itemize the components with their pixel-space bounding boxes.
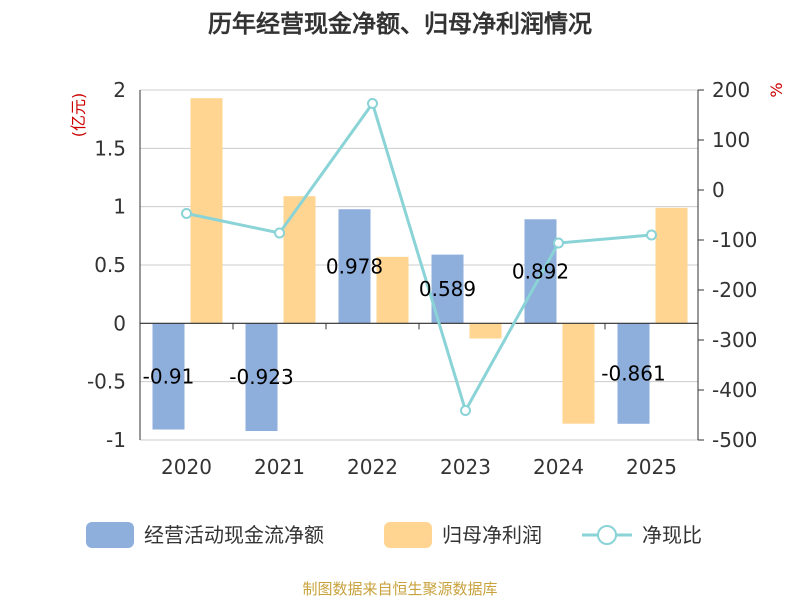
net-profit-bar [562,323,595,424]
grid-lines [140,89,698,441]
ratio-point [460,405,471,416]
ratio-point [274,227,285,239]
left-tick-label: 1 [113,195,126,219]
source-note: 制图数据来自恒生聚源数据库 [302,580,497,598]
axes-group: 2 1.5 1 0.5 0 -0.5 -1 200 100 0 -100 -200 -300 -400 -5… [87,78,757,479]
cash-flow-data-label: -0.861 [601,362,665,386]
right-tick-label: 100 [712,128,750,152]
left-tick-label: 1.5 [94,136,126,160]
category-label: 2024 [533,455,584,479]
net-profit-bar [376,256,409,324]
ratio-point [181,208,192,219]
right-tick-label: -300 [712,328,757,352]
right-tick-label: 200 [712,78,750,102]
right-tick-label: -200 [712,278,757,302]
cash-flow-data-label: 0.978 [326,254,383,278]
legend-swatch-net-profit [384,522,432,548]
ratio-line-group [181,98,657,416]
net-profit-bar [655,207,688,324]
cash-flow-bar [152,323,185,430]
category-label: 2020 [161,455,212,479]
cash-flow-data-label: -0.91 [143,364,195,388]
ratio-point [646,229,657,241]
right-axis-unit: % [767,82,786,97]
data-labels-group: -0.91 -0.923 0.978 0.589 0.892 -0.861 [143,254,666,389]
bars-group [152,98,688,432]
cash-flow-bar [617,323,650,424]
cash-flow-bar [245,323,278,432]
ratio-line [186,100,652,415]
legend-swatch-cash-flow [86,522,134,548]
category-label: 2021 [254,455,305,479]
legend-label-cash-flow: 经营活动现金流净额 [144,523,324,547]
net-profit-bar [469,323,502,339]
cash-flow-bar [524,219,557,324]
right-tick-label: -500 [712,428,757,452]
legend: 经营活动现金流净额 归母净利润 净现比 [86,522,702,548]
left-tick-label: 0 [113,311,126,335]
legend-label-net-profit: 归母净利润 [442,523,542,547]
category-label: 2025 [626,455,677,479]
ratio-point [553,237,564,249]
legend-label-ratio: 净现比 [642,523,702,547]
left-tick-label: -0.5 [87,370,126,394]
right-tick-label: 0 [712,178,725,202]
net-profit-bar [283,196,316,324]
ratio-point [367,98,378,109]
category-label: 2023 [440,455,491,479]
category-label: 2022 [347,455,398,479]
legend-swatch-ratio-marker [597,525,617,545]
left-tick-label: -1 [106,428,126,452]
left-tick-label: 0.5 [94,253,126,277]
cash-flow-data-label: 0.892 [512,259,569,283]
chart-title: 历年经营现金净额、归母净利润情况 [208,10,592,38]
left-axis-unit: (亿元) [69,93,88,138]
left-tick-label: 2 [113,78,126,102]
net-profit-bar [190,98,223,324]
right-tick-label: -400 [712,378,757,402]
cash-flow-data-label: -0.923 [229,365,293,389]
cash-flow-data-label: 0.589 [419,277,476,301]
cash-flow-bar [338,209,371,324]
right-tick-label: -100 [712,228,757,252]
